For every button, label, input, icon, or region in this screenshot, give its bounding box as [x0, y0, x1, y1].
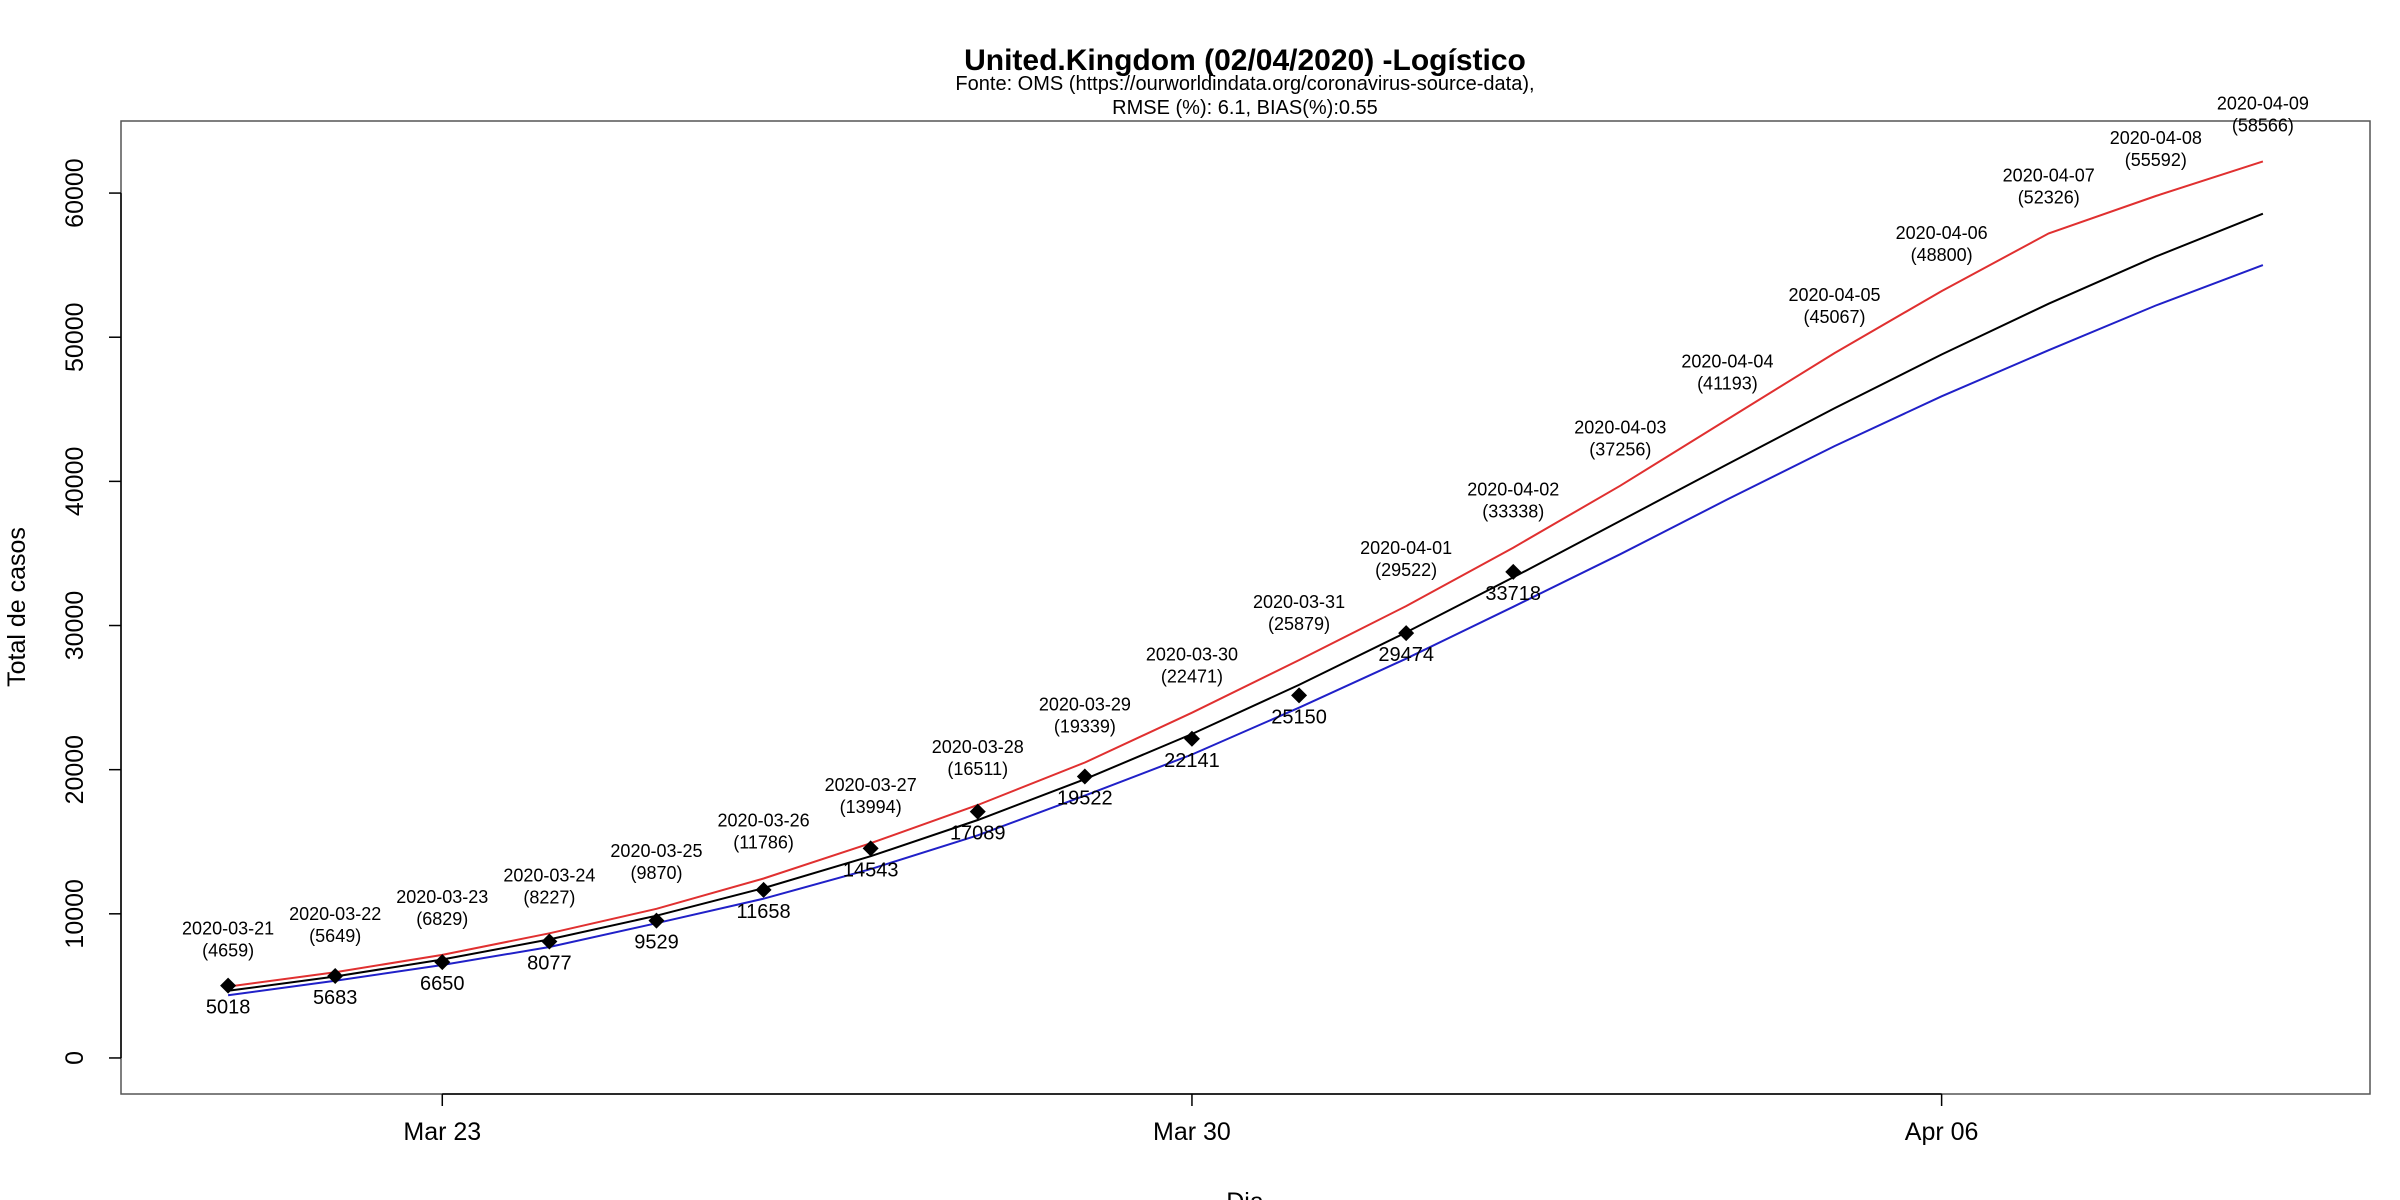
observed-point — [434, 954, 451, 971]
y-tick-label: 40000 — [61, 447, 89, 517]
observed-point — [1505, 563, 1522, 580]
observed-value-label: 22141 — [1164, 750, 1220, 772]
forecast-labels: 2020-03-21(4659) 2020-03-22(5649) 2020-03-… — [182, 93, 2309, 960]
forecast-date-label: 2020-03-22 — [289, 904, 381, 924]
forecast-value-label: (37256) — [1589, 440, 1651, 460]
observed-point — [862, 840, 879, 857]
forecast-date-label: 2020-03-25 — [610, 841, 702, 861]
forecast-date-label: 2020-04-05 — [1788, 285, 1880, 305]
y-tick-label: 30000 — [61, 591, 89, 661]
forecast-date-label: 2020-04-01 — [1360, 538, 1452, 558]
forecast-date-label: 2020-03-24 — [503, 865, 595, 885]
y-tick-label: 60000 — [61, 158, 89, 228]
observed-value-label: 17089 — [950, 823, 1006, 845]
forecast-value-label: (16511) — [947, 759, 1008, 779]
observed-point — [327, 968, 344, 985]
observed-point — [1076, 768, 1093, 785]
forecast-value-label: (8227) — [523, 887, 575, 907]
forecast-value-label: (11786) — [733, 832, 794, 852]
forecast-value-label: (52326) — [2018, 187, 2080, 207]
forecast-date-label: 2020-03-23 — [396, 887, 488, 907]
forecast-value-label: (9870) — [630, 863, 682, 883]
y-tick-label: 10000 — [61, 879, 89, 949]
forecast-value-label: (48800) — [1911, 245, 1973, 265]
observed-value-label: 29474 — [1378, 644, 1434, 666]
forecast-date-label: 2020-03-27 — [825, 775, 917, 795]
observed-value-label: 6650 — [420, 973, 465, 995]
observed-point — [541, 933, 558, 950]
observed-point — [648, 912, 665, 929]
x-tick-label: Mar 23 — [403, 1118, 481, 1146]
chart-subtitle-line-2: RMSE (%): 6.1, BIAS(%):0.55 — [1112, 97, 1378, 119]
forecast-value-label: (6829) — [416, 909, 468, 929]
x-axis: Mar 23 Mar 30 Apr 06 — [403, 1093, 1979, 1146]
forecast-date-label: 2020-04-07 — [2003, 165, 2095, 185]
observed-point — [969, 803, 986, 820]
observed-value-label: 25150 — [1271, 706, 1327, 728]
forecast-date-label: 2020-03-26 — [718, 810, 810, 830]
forecast-value-label: (19339) — [1054, 716, 1116, 736]
observed-value-label: 33718 — [1485, 583, 1541, 605]
forecast-date-label: 2020-04-06 — [1896, 223, 1988, 243]
forecast-date-label: 2020-04-04 — [1681, 351, 1773, 371]
forecast-value-label: (22471) — [1161, 667, 1223, 687]
chart-title: United.Kingdom (02/04/2020) -Logístico — [964, 44, 1526, 77]
observed-point — [1183, 730, 1200, 747]
forecast-value-label: (4659) — [202, 941, 254, 961]
forecast-value-label: (13994) — [840, 797, 902, 817]
forecast-value-label: (25879) — [1268, 614, 1330, 634]
forecast-value-label: (29522) — [1375, 560, 1437, 580]
forecast-date-label: 2020-04-02 — [1467, 480, 1559, 500]
forecast-value-label: (45067) — [1804, 307, 1866, 327]
observed-value-label: 11658 — [737, 901, 791, 923]
x-tick-label: Mar 30 — [1153, 1118, 1231, 1146]
y-axis: 0 10000 20000 30000 40000 50000 60000 — [61, 158, 122, 1065]
observed-point — [1291, 687, 1308, 704]
forecast-date-label: 2020-03-31 — [1253, 592, 1345, 612]
plot-frame — [120, 120, 2371, 1095]
y-tick-label: 50000 — [61, 302, 89, 372]
series-line-upper — [227, 160, 2264, 988]
observed-point — [1398, 625, 1415, 642]
forecast-date-label: 2020-04-03 — [1574, 418, 1666, 438]
observed-value-label: 5018 — [206, 997, 251, 1019]
forecast-value-label: (5649) — [309, 926, 361, 946]
observed-value-label: 8077 — [527, 953, 572, 975]
observed-value-label: 14543 — [843, 859, 899, 881]
forecast-value-label: (41193) — [1697, 373, 1758, 393]
forecast-value-label: (33338) — [1482, 502, 1544, 522]
observed-points: 5018 5683 6650 8077 9529 11658 14543 17089 19522… — [206, 563, 1541, 1019]
x-axis-title: Dia — [1226, 1188, 1264, 1200]
observed-value-label: 19522 — [1057, 788, 1113, 810]
forecast-value-label: (55592) — [2125, 150, 2187, 170]
y-tick-label: 0 — [61, 1051, 89, 1065]
x-tick-label: Apr 06 — [1905, 1118, 1979, 1146]
observed-value-label: 9529 — [634, 932, 679, 954]
forecast-date-label: 2020-03-28 — [932, 737, 1024, 757]
forecast-date-label: 2020-04-09 — [2217, 93, 2309, 113]
forecast-date-label: 2020-03-29 — [1039, 694, 1131, 714]
series-line-fit — [227, 212, 2264, 992]
forecast-date-label: 2020-03-21 — [182, 919, 274, 939]
y-tick-label: 20000 — [61, 735, 89, 805]
observed-point — [220, 977, 237, 994]
chart-subtitle-line-1: Fonte: OMS (https://ourworldindata.org/c… — [955, 73, 1534, 95]
forecast-date-label: 2020-04-08 — [2110, 128, 2202, 148]
y-axis-title: Total de casos — [3, 527, 31, 687]
forecast-date-label: 2020-03-30 — [1146, 645, 1238, 665]
series-lines — [227, 160, 2264, 997]
observed-value-label: 5683 — [313, 987, 358, 1009]
observed-point — [755, 881, 772, 898]
forecast-value-label: (58566) — [2232, 115, 2294, 135]
series-line-lower — [227, 264, 2264, 997]
